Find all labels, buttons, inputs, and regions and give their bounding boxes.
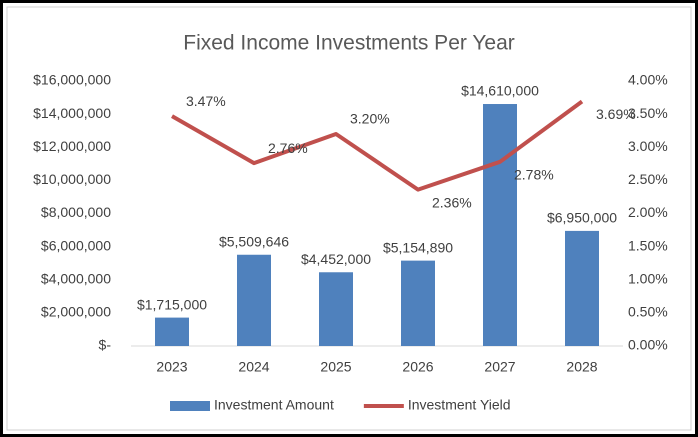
x-tick-label: 2023: [156, 359, 187, 375]
y-tick-label: $-: [99, 337, 112, 353]
y2-tick-label: 1.00%: [628, 270, 668, 286]
legend-swatch: [170, 401, 210, 411]
chart-area: [6, 6, 692, 431]
y-tick-label: $14,000,000: [33, 105, 111, 121]
line-value-label: 2.76%: [268, 140, 308, 156]
y-tick-label: $2,000,000: [41, 304, 111, 320]
y2-tick-label: 2.50%: [628, 171, 668, 187]
bar: [237, 254, 271, 346]
line-value-label: 2.78%: [514, 167, 554, 183]
bar-value-label: $5,509,646: [219, 233, 289, 249]
legend-label: Investment Amount: [214, 397, 334, 413]
x-tick-label: 2024: [238, 359, 269, 375]
y-tick-label: $6,000,000: [41, 237, 111, 253]
y2-tick-label: 2.00%: [628, 204, 668, 220]
bar: [565, 230, 599, 346]
y2-tick-label: 3.50%: [628, 105, 668, 121]
y2-tick-label: 0.00%: [628, 337, 668, 353]
y-tick-label: $4,000,000: [41, 270, 111, 286]
line-value-label: 2.36%: [432, 194, 472, 210]
y-tick-label: $16,000,000: [33, 72, 111, 88]
y2-tick-label: 3.00%: [628, 138, 668, 154]
chart-title: Fixed Income Investments Per Year: [183, 32, 515, 55]
x-tick-label: 2027: [484, 359, 515, 375]
line: [171, 99, 584, 192]
bar-value-label: $1,715,000: [137, 296, 207, 312]
line-value-label: 3.69%: [596, 106, 636, 122]
legend-label: Investment Yield: [408, 397, 511, 413]
y2-tick-label: 4.00%: [628, 72, 668, 88]
x-tick-label: 2028: [566, 359, 597, 375]
bar: [401, 260, 435, 346]
bar-value-label: $4,452,000: [301, 251, 371, 267]
bar-value-label: $6,950,000: [547, 210, 617, 226]
y-tick-label: $8,000,000: [41, 204, 111, 220]
x-tick-label: 2025: [320, 359, 351, 375]
line-value-label: 3.47%: [186, 93, 226, 109]
bar: [483, 104, 517, 346]
line-value-label: 3.20%: [350, 111, 390, 127]
y2-tick-label: 0.50%: [628, 304, 668, 320]
bar: [319, 272, 353, 346]
y-tick-label: $10,000,000: [33, 171, 111, 187]
bar: [155, 317, 189, 346]
bar-value-label: $14,610,000: [461, 83, 539, 99]
x-tick-label: 2026: [402, 359, 433, 375]
y-tick-label: $12,000,000: [33, 138, 111, 154]
y2-tick-label: 1.50%: [628, 237, 668, 253]
bar-value-label: $5,154,890: [383, 239, 453, 255]
